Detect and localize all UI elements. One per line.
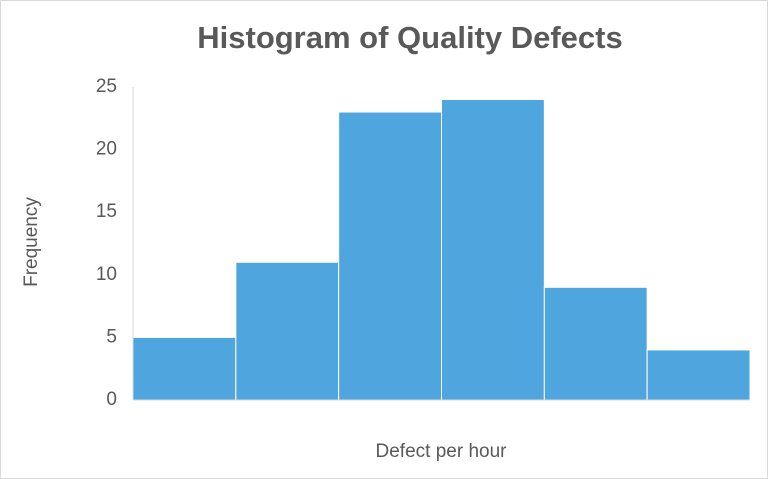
bar [646,349,751,401]
bar [543,286,648,401]
bar [441,99,545,401]
y-tick-label: 20 [96,139,117,160]
bar [235,261,340,401]
y-axis-title: Frequency [21,197,42,287]
y-tick-label: 5 [106,326,117,347]
y-tick-label: 15 [96,201,117,222]
y-tick-label: 25 [96,76,117,97]
bar [338,111,442,401]
x-axis-title: Defect per hour [376,441,508,462]
y-tick-label: 0 [106,389,117,410]
chart-title: Histogram of Quality Defects [197,20,622,55]
y-tick-label: 10 [96,264,117,285]
bar [132,336,237,401]
